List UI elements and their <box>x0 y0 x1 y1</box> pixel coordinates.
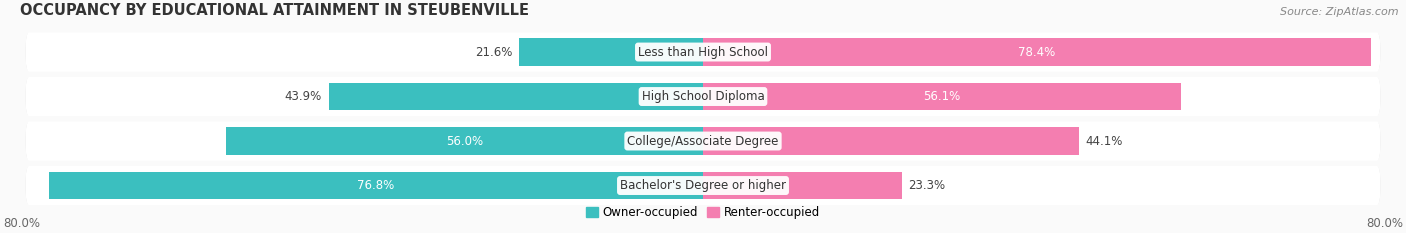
FancyBboxPatch shape <box>25 78 1381 115</box>
Bar <box>226 127 703 155</box>
Bar <box>703 127 1078 155</box>
Text: 43.9%: 43.9% <box>285 90 322 103</box>
FancyBboxPatch shape <box>25 121 1381 161</box>
Text: College/Associate Degree: College/Associate Degree <box>627 134 779 147</box>
Bar <box>703 83 1181 110</box>
Text: 78.4%: 78.4% <box>1018 45 1056 58</box>
Bar <box>703 172 901 199</box>
Text: OCCUPANCY BY EDUCATIONAL ATTAINMENT IN STEUBENVILLE: OCCUPANCY BY EDUCATIONAL ATTAINMENT IN S… <box>20 3 529 18</box>
Text: 76.8%: 76.8% <box>357 179 395 192</box>
Text: 21.6%: 21.6% <box>475 45 512 58</box>
Text: 44.1%: 44.1% <box>1085 134 1123 147</box>
Legend: Owner-occupied, Renter-occupied: Owner-occupied, Renter-occupied <box>581 201 825 224</box>
Bar <box>519 38 703 66</box>
Text: 56.0%: 56.0% <box>446 134 482 147</box>
Text: Bachelor's Degree or higher: Bachelor's Degree or higher <box>620 179 786 192</box>
FancyBboxPatch shape <box>25 122 1381 160</box>
Text: High School Diploma: High School Diploma <box>641 90 765 103</box>
Text: 23.3%: 23.3% <box>908 179 945 192</box>
FancyBboxPatch shape <box>25 32 1381 72</box>
Bar <box>49 172 703 199</box>
FancyBboxPatch shape <box>25 33 1381 71</box>
Text: Source: ZipAtlas.com: Source: ZipAtlas.com <box>1281 7 1399 17</box>
Bar <box>329 83 703 110</box>
Text: 56.1%: 56.1% <box>924 90 960 103</box>
FancyBboxPatch shape <box>25 166 1381 205</box>
FancyBboxPatch shape <box>25 77 1381 116</box>
FancyBboxPatch shape <box>25 167 1381 204</box>
Bar <box>703 38 1371 66</box>
Text: Less than High School: Less than High School <box>638 45 768 58</box>
